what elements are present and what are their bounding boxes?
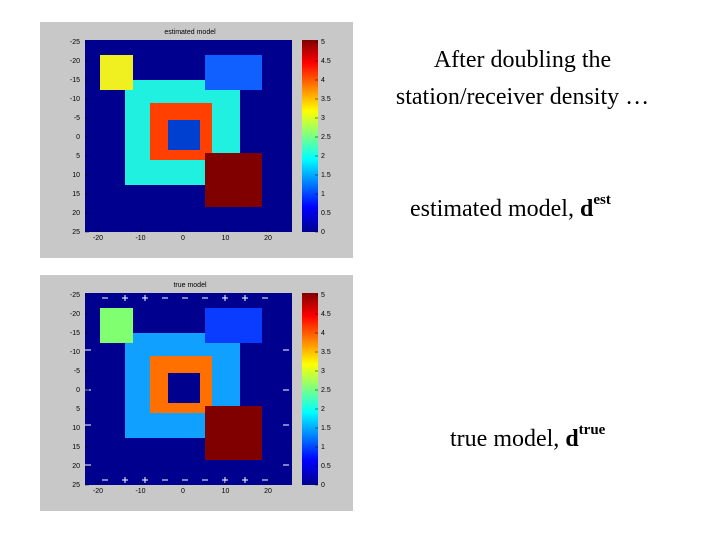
- y-tick-label: 20: [72, 210, 80, 217]
- figure-title: true model: [173, 282, 207, 289]
- y-tick-label: -25: [70, 39, 80, 46]
- colorbar-tick-label: 2.5: [321, 387, 331, 394]
- colorbar: [302, 293, 318, 485]
- colorbar-tick-label: 1: [321, 191, 325, 198]
- colorbar-tick-label: 2.5: [321, 134, 331, 141]
- colorbar-tick-label: 3.5: [321, 96, 331, 103]
- colorbar-tick-label: 0: [321, 229, 325, 236]
- y-tick-label: 10: [72, 172, 80, 179]
- colorbar-tick-label: 2: [321, 406, 325, 413]
- block: [168, 120, 200, 150]
- y-tick-label: -10: [70, 96, 80, 103]
- colorbar-tick-label: 4: [321, 77, 325, 84]
- colorbar-tick-label: 1.5: [321, 172, 331, 179]
- heading: After doubling the station/receiver dens…: [380, 42, 665, 116]
- y-tick-label: -15: [70, 77, 80, 84]
- colorbar-tick-label: 3: [321, 368, 325, 375]
- caption-symbol: d: [579, 196, 594, 222]
- x-tick-label: -20: [93, 235, 103, 242]
- y-tick-label: 0: [76, 134, 80, 141]
- caption-symbol: d: [565, 426, 579, 452]
- colorbar-tick-label: 1.5: [321, 425, 331, 432]
- block: [205, 153, 262, 207]
- y-tick-label: 25: [72, 482, 80, 489]
- block: [100, 55, 133, 90]
- caption: true model, dtrue: [450, 422, 605, 453]
- block: [205, 308, 262, 343]
- x-tick-label: -20: [93, 488, 103, 495]
- colorbar: [302, 40, 318, 232]
- colorbar-tick-label: 1: [321, 444, 325, 451]
- block: [168, 373, 200, 403]
- y-tick-label: 25: [72, 229, 80, 236]
- colorbar-tick-label: 5: [321, 39, 325, 46]
- x-tick-label: 0: [181, 488, 185, 495]
- x-tick-label: 0: [181, 235, 185, 242]
- y-tick-label: -20: [70, 58, 80, 65]
- caption-label: true model,: [450, 426, 566, 452]
- y-tick-label: 5: [76, 153, 80, 160]
- x-tick-label: -10: [135, 235, 145, 242]
- x-tick-label: -10: [135, 488, 145, 495]
- y-tick-label: 15: [72, 191, 80, 198]
- x-tick-label: 10: [222, 235, 230, 242]
- y-tick-label: 10: [72, 425, 80, 432]
- caption: estimated model, dest: [410, 192, 611, 223]
- caption-superscript: est: [593, 192, 611, 208]
- colorbar-tick-label: 3.5: [321, 349, 331, 356]
- x-tick-label: 10: [222, 488, 230, 495]
- y-tick-label: -5: [74, 368, 80, 375]
- y-tick-label: 20: [72, 463, 80, 470]
- x-tick-label: 20: [264, 235, 272, 242]
- block: [100, 308, 133, 343]
- y-tick-label: -20: [70, 311, 80, 318]
- colorbar-tick-label: 0.5: [321, 463, 331, 470]
- colorbar-tick-label: 4: [321, 330, 325, 337]
- y-tick-label: 0: [76, 387, 80, 394]
- block: [205, 406, 262, 460]
- heading-line: After doubling the: [433, 47, 612, 73]
- y-tick-label: -10: [70, 349, 80, 356]
- y-tick-label: -15: [70, 330, 80, 337]
- colorbar-tick-label: 2: [321, 153, 325, 160]
- colorbar-tick-label: 4.5: [321, 311, 331, 318]
- caption-label: estimated model,: [410, 196, 580, 222]
- colorbar-tick-label: 4.5: [321, 58, 331, 65]
- colorbar-tick-label: 0.5: [321, 210, 331, 217]
- caption-superscript: true: [578, 422, 606, 438]
- y-tick-label: -5: [74, 115, 80, 122]
- y-tick-label: 15: [72, 444, 80, 451]
- figure-title: estimated model: [164, 29, 216, 36]
- block: [205, 55, 262, 90]
- colorbar-tick-label: 0: [321, 482, 325, 489]
- y-tick-label: -25: [70, 292, 80, 299]
- colorbar-tick-label: 5: [321, 292, 325, 299]
- y-tick-label: 5: [76, 406, 80, 413]
- colorbar-tick-label: 3: [321, 115, 325, 122]
- heading-line: station/receiver density …: [395, 84, 650, 110]
- x-tick-label: 20: [264, 488, 272, 495]
